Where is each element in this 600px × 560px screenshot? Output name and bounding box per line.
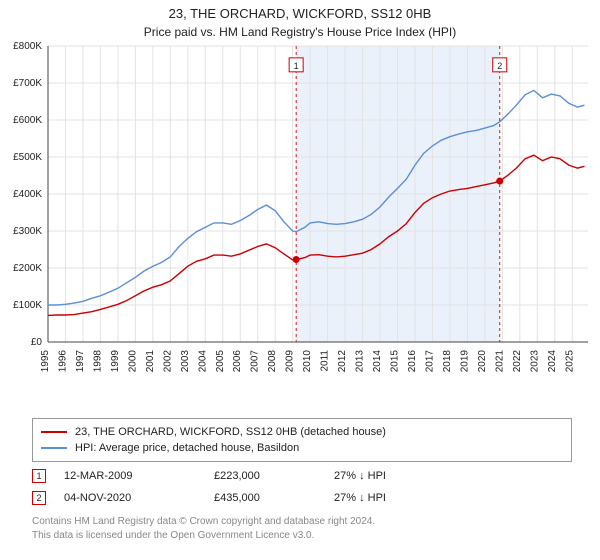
legend-label: 23, THE ORCHARD, WICKFORD, SS12 0HB (det… (75, 426, 386, 438)
sale-delta: 27% ↓ HPI (334, 470, 454, 482)
attribution-line: Contains HM Land Registry data © Crown c… (32, 515, 375, 529)
svg-text:2005: 2005 (215, 350, 226, 373)
svg-text:2024: 2024 (547, 350, 558, 373)
attribution: Contains HM Land Registry data © Crown c… (32, 515, 375, 542)
legend-label: HPI: Average price, detached house, Basi… (75, 442, 299, 454)
svg-text:2019: 2019 (459, 350, 470, 373)
legend-item: 23, THE ORCHARD, WICKFORD, SS12 0HB (det… (41, 424, 563, 440)
legend-swatch (41, 431, 67, 433)
svg-text:2016: 2016 (407, 350, 418, 373)
svg-text:2020: 2020 (477, 350, 488, 373)
legend: 23, THE ORCHARD, WICKFORD, SS12 0HB (det… (32, 418, 572, 462)
svg-text:£700K: £700K (13, 78, 42, 89)
svg-text:1995: 1995 (40, 350, 51, 373)
svg-text:£500K: £500K (13, 152, 42, 163)
svg-text:2000: 2000 (127, 350, 138, 373)
svg-text:2004: 2004 (197, 350, 208, 373)
svg-text:2006: 2006 (232, 350, 243, 373)
svg-text:£400K: £400K (13, 189, 42, 200)
svg-text:2007: 2007 (250, 350, 261, 373)
title-subtitle: Price paid vs. HM Land Registry's House … (0, 21, 600, 39)
svg-text:£300K: £300K (13, 226, 42, 237)
sale-delta: 27% ↓ HPI (334, 492, 454, 504)
svg-text:2021: 2021 (494, 350, 505, 373)
price-chart: 1995 1996 1997 1998 1999 2000 2001 2002 2003 2004… (0, 40, 600, 410)
svg-text:£600K: £600K (13, 115, 42, 126)
svg-text:2025: 2025 (564, 350, 575, 373)
svg-text:2003: 2003 (180, 350, 191, 373)
svg-text:£100K: £100K (13, 300, 42, 311)
sale-row: 2 04-NOV-2020 £435,000 27% ↓ HPI (32, 487, 572, 509)
svg-text:2011: 2011 (320, 350, 331, 372)
svg-text:2015: 2015 (390, 350, 401, 373)
sale-marker: 2 (32, 491, 46, 505)
attribution-line: This data is licensed under the Open Gov… (32, 529, 375, 543)
svg-text:2010: 2010 (302, 350, 313, 373)
svg-text:2017: 2017 (424, 350, 435, 373)
sale-row: 1 12-MAR-2009 £223,000 27% ↓ HPI (32, 465, 572, 487)
svg-text:2022: 2022 (512, 350, 523, 373)
svg-text:£800K: £800K (13, 41, 42, 52)
sale-date: 04-NOV-2020 (64, 492, 214, 504)
svg-text:1997: 1997 (75, 350, 86, 373)
svg-text:1999: 1999 (110, 350, 121, 373)
title-address: 23, THE ORCHARD, WICKFORD, SS12 0HB (0, 0, 600, 21)
svg-text:2018: 2018 (442, 350, 453, 373)
svg-text:2001: 2001 (145, 350, 156, 373)
sale-events: 1 12-MAR-2009 £223,000 27% ↓ HPI 2 04-NO… (32, 465, 572, 509)
svg-text:2: 2 (497, 61, 502, 71)
legend-item: HPI: Average price, detached house, Basi… (41, 440, 563, 456)
chart-container: 23, THE ORCHARD, WICKFORD, SS12 0HB Pric… (0, 0, 600, 560)
svg-text:2023: 2023 (529, 350, 540, 373)
svg-text:2009: 2009 (285, 350, 296, 373)
svg-text:£200K: £200K (13, 263, 42, 274)
sale-price: £435,000 (214, 492, 334, 504)
svg-text:2002: 2002 (162, 350, 173, 373)
svg-text:1998: 1998 (92, 350, 103, 373)
svg-text:2008: 2008 (267, 350, 278, 373)
svg-text:2012: 2012 (337, 350, 348, 373)
svg-text:£0: £0 (31, 337, 43, 348)
svg-text:1996: 1996 (57, 350, 68, 373)
legend-swatch (41, 447, 67, 449)
svg-text:2014: 2014 (372, 350, 383, 373)
svg-text:2013: 2013 (355, 350, 366, 373)
sale-date: 12-MAR-2009 (64, 470, 214, 482)
sale-marker: 1 (32, 469, 46, 483)
sale-price: £223,000 (214, 470, 334, 482)
svg-text:1: 1 (294, 61, 299, 71)
